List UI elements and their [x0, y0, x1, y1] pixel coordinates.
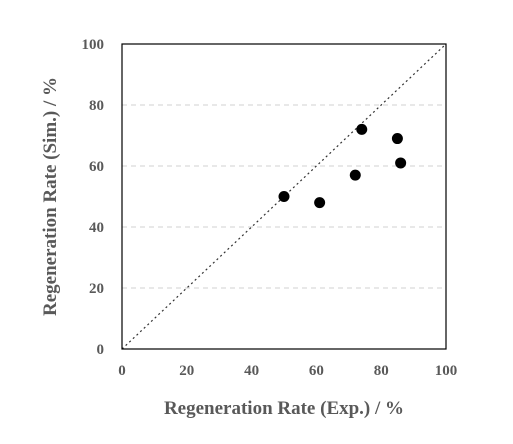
y-tick-label-1: 20: [89, 281, 104, 297]
y-tick-label-0: 0: [97, 342, 105, 358]
y-axis-title: Regeneration Rate (Sim.) / %: [40, 77, 61, 316]
x-axis-tick-labels: 0 20 40 60 80 100: [118, 363, 457, 379]
x-tick-label-0: 0: [118, 363, 126, 379]
data-point-2: [349, 169, 361, 181]
data-point-5: [395, 157, 407, 169]
data-point-4: [391, 133, 403, 145]
x-tick-label-2: 40: [244, 363, 259, 379]
x-tick-label-5: 100: [435, 363, 458, 379]
data-points: [278, 123, 407, 209]
x-axis-title: Regeneration Rate (Exp.) / %: [164, 398, 404, 419]
data-point-3: [356, 123, 368, 135]
x-tick-label-3: 60: [309, 363, 324, 379]
data-point-1: [314, 197, 326, 209]
reference-line-y-equals-x: [121, 43, 447, 350]
data-point-0: [278, 191, 290, 202]
plot-area-frame: [121, 43, 447, 350]
y-tick-label-3: 60: [89, 159, 104, 175]
x-tick-label-4: 80: [374, 363, 389, 379]
y-axis-tick-labels: 0 20 40 60 80 100: [82, 37, 105, 358]
x-tick-label-1: 20: [179, 363, 194, 379]
y-tick-label-4: 80: [89, 98, 104, 114]
gridlines: [122, 104, 446, 289]
y-tick-label-5: 100: [82, 37, 105, 53]
y-tick-label-2: 40: [89, 220, 104, 236]
